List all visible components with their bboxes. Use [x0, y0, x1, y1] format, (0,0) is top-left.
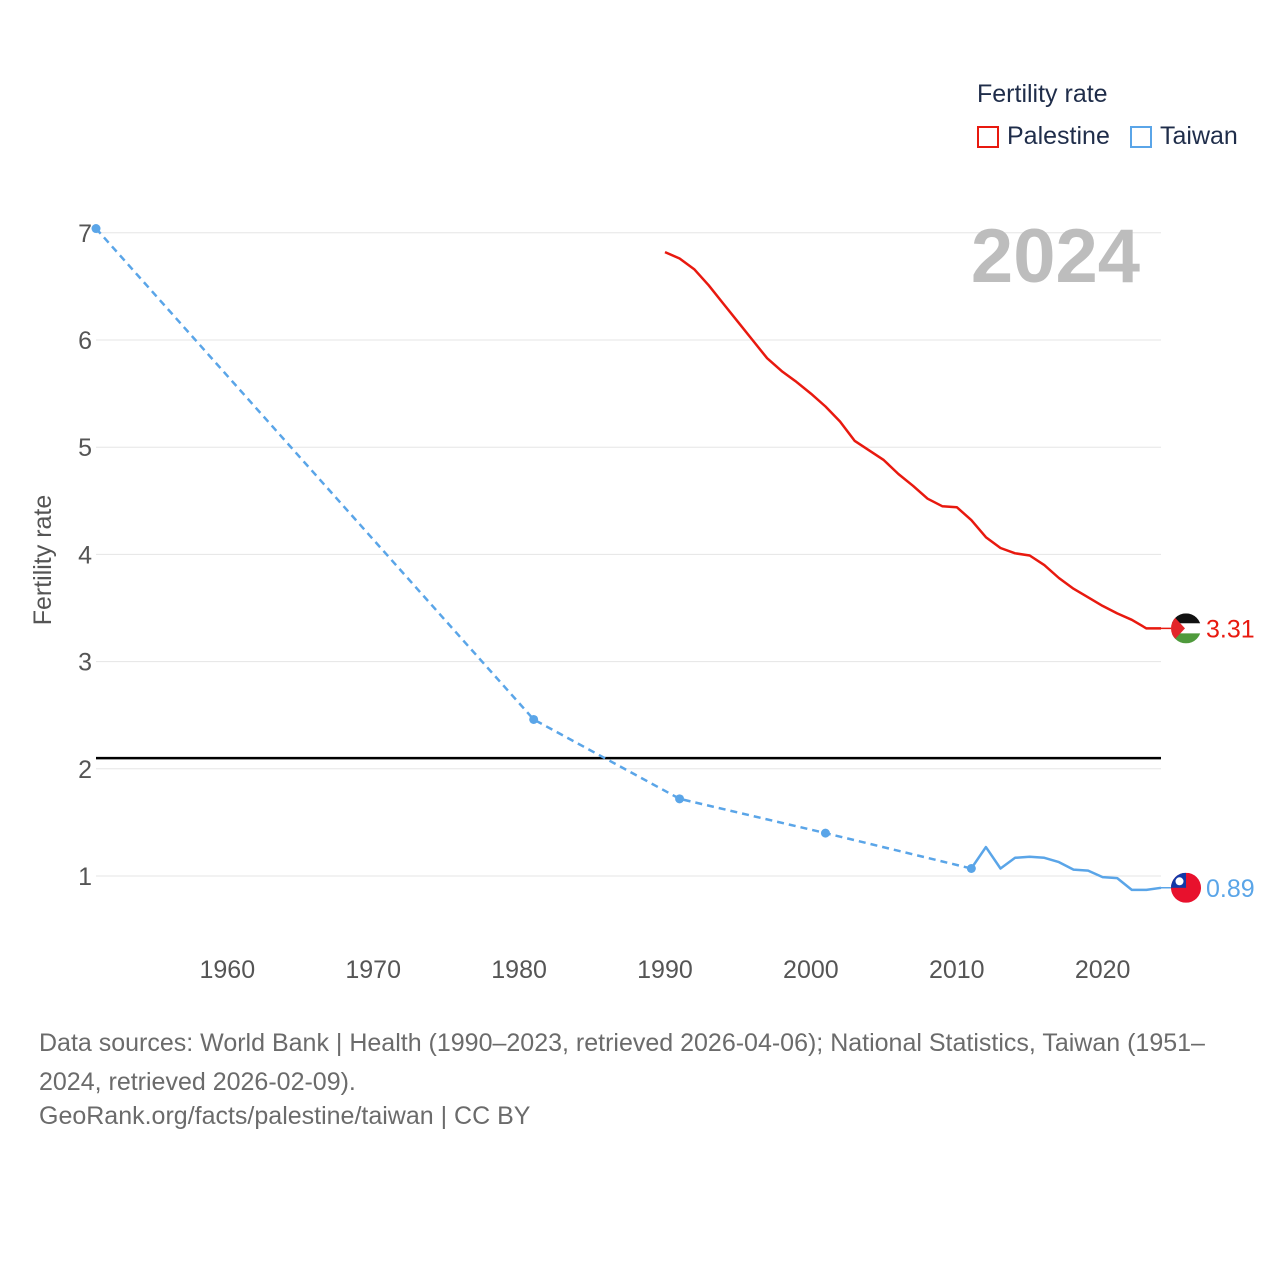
end-value-label-taiwan: 0.89: [1206, 875, 1255, 903]
flag-stripe-black: [1171, 613, 1201, 624]
y-tick-label: 1: [78, 863, 92, 891]
x-tick-label: 1990: [637, 956, 693, 984]
y-tick-label: 2: [78, 756, 92, 784]
data-sources: Data sources: World Bank | Health (1990–…: [39, 1029, 1205, 1096]
data-point-taiwan: [529, 714, 539, 724]
legend-swatch-taiwan: [1130, 125, 1152, 148]
y-tick-label: 3: [78, 649, 92, 677]
x-tick-label: 2020: [1075, 956, 1131, 984]
y-axis-label: Fertility rate: [29, 495, 57, 626]
legend-label-palestine: Palestine: [1007, 122, 1110, 150]
legend-label-taiwan: Taiwan: [1160, 122, 1238, 150]
series-line-taiwan: [970, 845, 1162, 892]
x-tick-label: 2000: [783, 956, 839, 984]
taiwan-flag-icon: [1171, 872, 1201, 903]
flag-sun-white: [1175, 877, 1184, 886]
y-tick-label: 6: [78, 327, 92, 355]
flag-stripe-green: [1171, 633, 1201, 644]
flag-triangle-red: [1171, 613, 1185, 644]
data-point-taiwan: [91, 224, 101, 234]
y-tick-label: 5: [78, 434, 92, 462]
y-tick-label: 7: [78, 220, 92, 248]
line-chart: 1 2 3 4 5 6 7 1960 1970 1980 1990 2000 2010 2020 Ferti…: [29, 214, 1255, 984]
series-line-taiwan-interpolated: [95, 227, 972, 870]
data-point-taiwan: [820, 828, 830, 838]
legend-title: Fertility rate: [977, 80, 1108, 108]
data-point-taiwan: [675, 794, 685, 804]
series-line-palestine: [664, 250, 1161, 630]
x-tick-label: 2010: [929, 956, 985, 984]
x-tick-label: 1960: [199, 956, 255, 984]
legend-swatch-palestine: [977, 125, 999, 148]
legend-item-palestine[interactable]: Palestine: [977, 122, 1110, 151]
year-watermark: 2024: [971, 214, 1140, 299]
end-value-label-palestine: 3.31: [1206, 615, 1255, 643]
credit-link[interactable]: GeoRank.org/facts/palestine/taiwan | CC …: [39, 1102, 531, 1130]
x-tick-label: 1970: [345, 956, 401, 984]
x-tick-label: 1980: [491, 956, 547, 984]
y-tick-label: 4: [78, 541, 92, 569]
palestine-flag-icon: [1171, 613, 1201, 644]
legend-item-taiwan[interactable]: Taiwan: [1130, 122, 1238, 151]
flag-stripe-white: [1171, 623, 1201, 634]
